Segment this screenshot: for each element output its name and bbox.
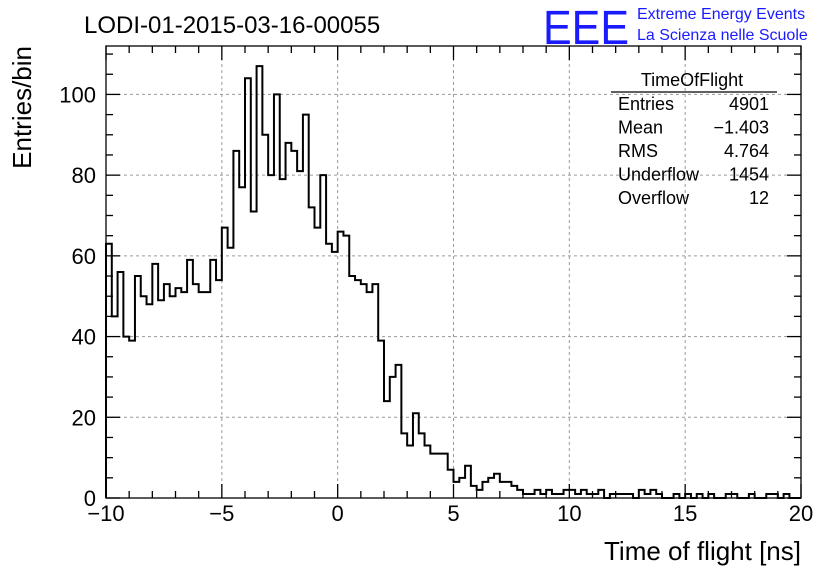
y-tick-label: 20: [72, 405, 96, 430]
histogram-bin: [286, 143, 292, 498]
histogram-bin: [158, 300, 164, 498]
histogram-bin: [315, 228, 321, 498]
histogram-bin: [187, 260, 193, 498]
stats-box: TimeOfFlight Entries 4901 Mean −1.403 RMS 4.7…: [611, 70, 777, 208]
y-tick-label: 100: [59, 82, 96, 107]
histogram-bin: [193, 284, 199, 498]
chart-title: LODI-01-2015-03-16-00055: [84, 12, 380, 39]
axis-ticks: [105, 46, 802, 499]
histogram-bin: [141, 296, 147, 498]
histogram-bin: [326, 244, 332, 498]
x-tick-label: −10: [87, 501, 124, 526]
histogram-bin: [332, 252, 338, 498]
histogram-bin: [291, 151, 297, 498]
stats-value: 4.764: [724, 141, 769, 161]
histogram-bin: [338, 232, 344, 498]
x-tick-label: 5: [447, 501, 459, 526]
histogram-bin: [176, 288, 182, 498]
stats-value: 12: [749, 188, 769, 208]
logo: EEE Extreme Energy Events La Scienza nel…: [543, 2, 808, 55]
stats-label: Entries: [618, 94, 674, 114]
y-tick-labels: 0 20 40 60 80 100: [59, 82, 96, 511]
histogram-bin: [367, 292, 373, 498]
y-tick-label: 80: [72, 163, 96, 188]
histogram-bin: [436, 454, 442, 498]
histogram-bin: [216, 280, 222, 498]
y-axis-title: Entries/bin: [7, 46, 37, 169]
histogram-bin: [181, 292, 187, 498]
histogram-bin: [309, 207, 315, 498]
stats-label: RMS: [618, 141, 658, 161]
y-tick-label: 0: [84, 486, 96, 511]
histogram-bin: [280, 179, 286, 498]
histogram-bin: [170, 296, 176, 498]
histogram-bin: [228, 248, 234, 498]
histogram-bin: [147, 304, 153, 498]
histogram-bin: [262, 135, 268, 498]
histogram-bin: [210, 260, 216, 498]
stats-value: 1454: [729, 165, 769, 185]
histogram-bin: [454, 482, 460, 498]
stats-label: Mean: [618, 118, 663, 138]
stats-value: −1.403: [713, 118, 769, 138]
histogram-bin: [251, 211, 257, 498]
x-tick-label: 20: [789, 501, 813, 526]
x-tick-label: 15: [673, 501, 697, 526]
stats-label: Underflow: [618, 165, 700, 185]
histogram-bin: [407, 446, 413, 498]
histogram-bin: [204, 292, 210, 498]
histogram-outline: [105, 65, 801, 499]
logo-line-2: La Scienza nelle Scuole: [637, 27, 808, 44]
histogram-bin: [477, 490, 483, 498]
y-tick-label: 60: [72, 244, 96, 269]
stats-label: Overflow: [618, 188, 690, 208]
histogram-bin: [239, 187, 245, 498]
histogram-bin: [384, 401, 390, 498]
histogram-bin: [112, 316, 118, 498]
histogram-bin: [361, 284, 367, 498]
y-tick-label: 40: [72, 325, 96, 350]
logo-line-1: Extreme Energy Events: [637, 6, 805, 23]
stats-title: TimeOfFlight: [641, 70, 743, 90]
histogram-bin: [164, 284, 170, 498]
x-tick-label: 0: [332, 501, 344, 526]
histogram-bin: [129, 341, 135, 498]
x-tick-label: 10: [557, 501, 581, 526]
histogram-bin: [355, 280, 361, 498]
histogram-bin: [430, 454, 436, 498]
histogram-bins: [106, 66, 789, 498]
x-tick-labels: −10 −5 0 5 10 15 20: [87, 501, 813, 526]
histogram-bin: [500, 482, 506, 498]
x-axis-title: Time of flight [ns]: [604, 536, 801, 566]
histogram-bin: [349, 276, 355, 498]
stats-value: 4901: [729, 94, 769, 114]
stats-rows: Entries 4901 Mean −1.403 RMS 4.764 Underflow 14…: [618, 94, 769, 208]
histogram-bin: [297, 171, 303, 498]
histogram-bin: [199, 292, 205, 498]
x-tick-label: −5: [209, 501, 234, 526]
